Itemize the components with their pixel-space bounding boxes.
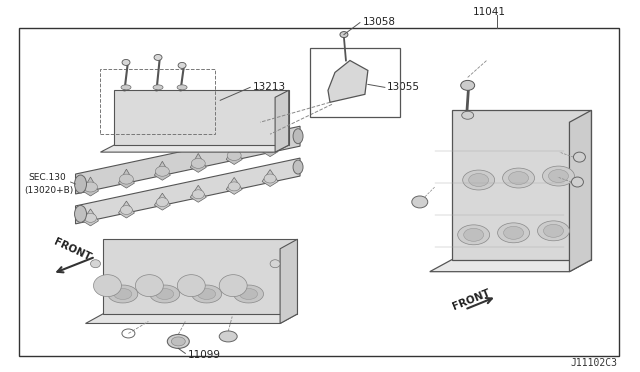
Polygon shape: [226, 177, 242, 194]
Polygon shape: [452, 110, 591, 260]
Text: SEC.130: SEC.130: [29, 173, 67, 182]
Ellipse shape: [504, 226, 524, 239]
Ellipse shape: [538, 221, 570, 241]
Polygon shape: [83, 177, 99, 196]
Ellipse shape: [191, 285, 221, 303]
Ellipse shape: [543, 224, 563, 237]
Ellipse shape: [463, 170, 495, 190]
Ellipse shape: [84, 214, 97, 222]
Ellipse shape: [74, 205, 86, 222]
Ellipse shape: [120, 205, 132, 215]
Bar: [100, 70, 215, 134]
Text: 11099: 11099: [188, 350, 221, 360]
Ellipse shape: [340, 32, 348, 38]
Ellipse shape: [177, 275, 205, 296]
Ellipse shape: [464, 228, 484, 241]
Ellipse shape: [227, 151, 241, 160]
Ellipse shape: [270, 260, 280, 268]
Ellipse shape: [172, 337, 186, 346]
Polygon shape: [262, 138, 278, 157]
Polygon shape: [328, 61, 368, 102]
Text: 11041: 11041: [473, 7, 506, 17]
Text: FRONT: FRONT: [52, 237, 93, 263]
Ellipse shape: [572, 177, 584, 187]
Ellipse shape: [121, 85, 131, 90]
Ellipse shape: [468, 174, 488, 186]
Ellipse shape: [192, 190, 204, 199]
Polygon shape: [118, 169, 134, 188]
Ellipse shape: [461, 111, 474, 119]
Text: 13055: 13055: [387, 82, 420, 92]
Ellipse shape: [263, 143, 277, 153]
Ellipse shape: [150, 285, 180, 303]
Ellipse shape: [198, 289, 216, 299]
Ellipse shape: [156, 198, 168, 206]
Ellipse shape: [114, 289, 132, 299]
Ellipse shape: [153, 85, 163, 90]
Ellipse shape: [90, 260, 100, 268]
Ellipse shape: [156, 166, 170, 176]
Text: 13058: 13058: [363, 17, 396, 27]
Polygon shape: [103, 239, 298, 314]
Ellipse shape: [509, 171, 529, 185]
Ellipse shape: [543, 166, 575, 186]
Ellipse shape: [122, 60, 130, 65]
Ellipse shape: [154, 54, 162, 60]
Ellipse shape: [191, 158, 205, 169]
Ellipse shape: [458, 225, 490, 245]
Ellipse shape: [83, 182, 97, 192]
Ellipse shape: [120, 174, 133, 184]
Polygon shape: [154, 161, 170, 180]
Polygon shape: [430, 260, 591, 272]
Ellipse shape: [156, 289, 173, 299]
Ellipse shape: [573, 152, 586, 162]
Ellipse shape: [178, 62, 186, 68]
Polygon shape: [114, 90, 289, 145]
Ellipse shape: [74, 175, 86, 193]
Polygon shape: [86, 314, 298, 324]
Ellipse shape: [234, 285, 264, 303]
Text: J11102C3: J11102C3: [570, 358, 618, 368]
Polygon shape: [83, 209, 99, 226]
Text: 13213: 13213: [253, 82, 286, 92]
Ellipse shape: [498, 223, 529, 243]
Polygon shape: [154, 193, 170, 210]
Text: FRONT: FRONT: [451, 288, 492, 312]
Ellipse shape: [461, 80, 475, 90]
Ellipse shape: [108, 285, 138, 303]
Ellipse shape: [239, 289, 257, 299]
Ellipse shape: [177, 85, 187, 90]
Polygon shape: [275, 90, 289, 152]
Polygon shape: [190, 153, 206, 172]
Polygon shape: [76, 126, 300, 194]
Polygon shape: [570, 110, 591, 272]
Bar: [310, 48, 400, 117]
Ellipse shape: [264, 174, 276, 183]
Ellipse shape: [136, 275, 163, 296]
Ellipse shape: [228, 182, 240, 191]
Ellipse shape: [167, 334, 189, 349]
Polygon shape: [118, 201, 134, 218]
Polygon shape: [76, 158, 300, 224]
Ellipse shape: [293, 160, 303, 174]
Ellipse shape: [93, 275, 122, 296]
Bar: [19, 28, 620, 356]
Polygon shape: [190, 185, 206, 202]
Ellipse shape: [293, 129, 303, 144]
Ellipse shape: [548, 170, 568, 183]
Text: (13020+B): (13020+B): [25, 186, 74, 195]
Ellipse shape: [220, 275, 247, 296]
Polygon shape: [280, 239, 298, 324]
Ellipse shape: [220, 331, 237, 342]
Polygon shape: [226, 145, 242, 164]
Ellipse shape: [412, 196, 428, 208]
Ellipse shape: [502, 168, 534, 188]
Polygon shape: [262, 170, 278, 186]
Polygon shape: [100, 145, 289, 152]
